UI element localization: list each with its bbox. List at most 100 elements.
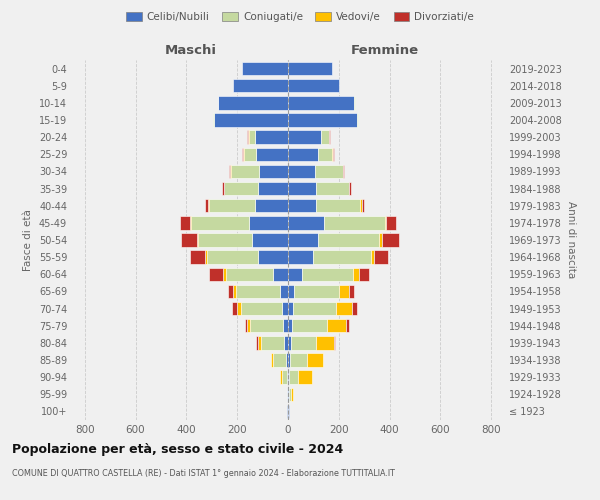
Bar <box>313 250 371 264</box>
Bar <box>273 354 286 366</box>
Bar <box>209 199 255 212</box>
Bar <box>190 250 205 264</box>
Bar <box>289 388 290 401</box>
Bar <box>289 370 298 384</box>
Bar <box>283 319 288 332</box>
Bar <box>271 354 273 366</box>
Bar <box>191 216 248 230</box>
Bar <box>223 268 226 281</box>
Bar <box>382 234 400 246</box>
Bar <box>385 216 386 230</box>
Bar <box>236 284 280 298</box>
Bar <box>205 250 206 264</box>
Bar <box>319 148 332 161</box>
Bar <box>374 250 388 264</box>
Bar <box>290 336 316 349</box>
Bar <box>180 216 190 230</box>
Bar <box>288 336 290 349</box>
Bar <box>288 370 289 384</box>
Bar <box>316 182 349 196</box>
Bar <box>288 130 321 144</box>
Bar <box>361 199 362 212</box>
Bar <box>288 164 314 178</box>
Bar <box>288 234 319 246</box>
Bar <box>273 268 288 281</box>
Text: Popolazione per età, sesso e stato civile - 2024: Popolazione per età, sesso e stato civil… <box>12 442 343 456</box>
Bar <box>280 284 288 298</box>
Bar <box>316 199 361 212</box>
Bar <box>286 354 288 366</box>
Bar <box>343 164 344 178</box>
Bar <box>288 388 289 401</box>
Bar <box>233 79 288 92</box>
Bar <box>280 370 281 384</box>
Bar <box>352 302 356 316</box>
Bar <box>356 114 358 126</box>
Bar <box>288 250 313 264</box>
Bar <box>247 319 250 332</box>
Bar <box>213 114 214 126</box>
Bar <box>349 284 354 298</box>
Bar <box>244 148 256 161</box>
Bar <box>288 114 356 126</box>
Bar <box>316 336 334 349</box>
Bar <box>323 216 385 230</box>
Bar <box>228 284 233 298</box>
Bar <box>288 62 332 76</box>
Bar <box>253 234 288 246</box>
Bar <box>362 199 364 212</box>
Bar <box>290 354 307 366</box>
Y-axis label: Fasce di età: Fasce di età <box>23 209 33 271</box>
Bar <box>288 216 323 230</box>
Text: COMUNE DI QUATTRO CASTELLA (RE) - Dati ISTAT 1° gennaio 2024 - Elaborazione TUTT: COMUNE DI QUATTRO CASTELLA (RE) - Dati I… <box>12 469 395 478</box>
Bar <box>281 302 288 316</box>
Bar <box>386 216 396 230</box>
Bar <box>198 234 253 246</box>
Bar <box>256 336 257 349</box>
Bar <box>288 148 319 161</box>
Bar <box>229 164 230 178</box>
Bar <box>241 302 281 316</box>
Bar <box>328 319 346 332</box>
Bar <box>293 302 336 316</box>
Bar <box>257 336 262 349</box>
Bar <box>248 130 255 144</box>
Bar <box>190 216 191 230</box>
Bar <box>224 182 257 196</box>
Bar <box>259 164 288 178</box>
Bar <box>262 336 284 349</box>
Bar <box>233 284 236 298</box>
Bar <box>197 234 198 246</box>
Bar <box>353 268 359 281</box>
Bar <box>288 268 302 281</box>
Bar <box>231 164 259 178</box>
Text: Maschi: Maschi <box>165 44 217 57</box>
Bar <box>334 336 335 349</box>
Bar <box>288 182 316 196</box>
Bar <box>218 96 288 110</box>
Bar <box>232 302 237 316</box>
Bar <box>214 114 288 126</box>
Bar <box>288 354 290 366</box>
Bar <box>288 302 293 316</box>
Bar <box>248 216 288 230</box>
Bar <box>288 319 292 332</box>
Bar <box>247 130 248 144</box>
Bar <box>339 284 349 298</box>
Bar <box>288 284 295 298</box>
Bar <box>302 268 353 281</box>
Bar <box>359 268 370 281</box>
Bar <box>256 148 288 161</box>
Bar <box>226 268 273 281</box>
Bar <box>209 268 223 281</box>
Bar <box>257 182 288 196</box>
Bar <box>257 250 288 264</box>
Bar <box>346 319 349 332</box>
Text: Femmine: Femmine <box>351 44 419 57</box>
Bar <box>298 370 312 384</box>
Bar <box>314 164 343 178</box>
Bar <box>288 96 354 110</box>
Bar <box>288 79 339 92</box>
Bar <box>349 182 351 196</box>
Bar <box>237 302 241 316</box>
